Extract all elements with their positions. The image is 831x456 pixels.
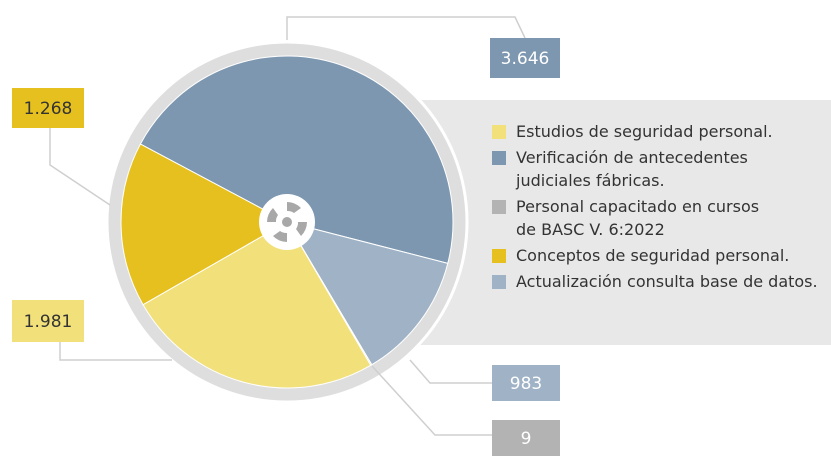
legend-panel (420, 100, 831, 345)
leader-line (409, 359, 492, 384)
legend-swatch (492, 125, 506, 139)
legend-label: Personal capacitado en cursos de BASC V.… (516, 197, 760, 239)
value-label: 1.981 (24, 312, 73, 332)
legend-swatch (492, 249, 506, 263)
logo (267, 202, 307, 242)
pie-slice (285, 221, 449, 366)
legend-swatch (492, 275, 506, 289)
pie-slice (139, 55, 454, 264)
pie-slice (142, 221, 372, 389)
legend-swatch (492, 200, 506, 214)
value-label: 983 (510, 374, 542, 394)
leader-line (49, 128, 111, 206)
value-label: 9 (521, 429, 532, 449)
leader-line (371, 365, 492, 436)
leader-line (59, 342, 172, 361)
value-box (12, 88, 84, 128)
legend-swatch (492, 151, 506, 165)
legend-label: Conceptos de seguridad personal. (516, 246, 790, 265)
legend: Estudios de seguridad personal. Verificac… (492, 120, 818, 296)
value-box (492, 420, 560, 456)
legend-item: Personal capacitado en cursos de BASC V.… (492, 195, 766, 241)
value-box (490, 38, 560, 78)
legend-item: Verificación de antecedentes judiciales … (492, 146, 766, 192)
leader-line (286, 16, 526, 40)
value-label: 3.646 (501, 49, 550, 69)
legend-item: Conceptos de seguridad personal. (492, 244, 818, 267)
legend-item: Estudios de seguridad personal. (492, 120, 818, 143)
value-box (492, 365, 560, 401)
value-label: 1.268 (24, 99, 73, 119)
legend-label: Actualización consulta base de datos. (516, 272, 818, 291)
legend-item: Actualización consulta base de datos. (492, 270, 818, 293)
legend-label: Verificación de antecedentes judiciales … (516, 148, 748, 190)
legend-label: Estudios de seguridad personal. (516, 122, 773, 141)
value-box (12, 300, 84, 342)
pie-slice (120, 143, 289, 306)
